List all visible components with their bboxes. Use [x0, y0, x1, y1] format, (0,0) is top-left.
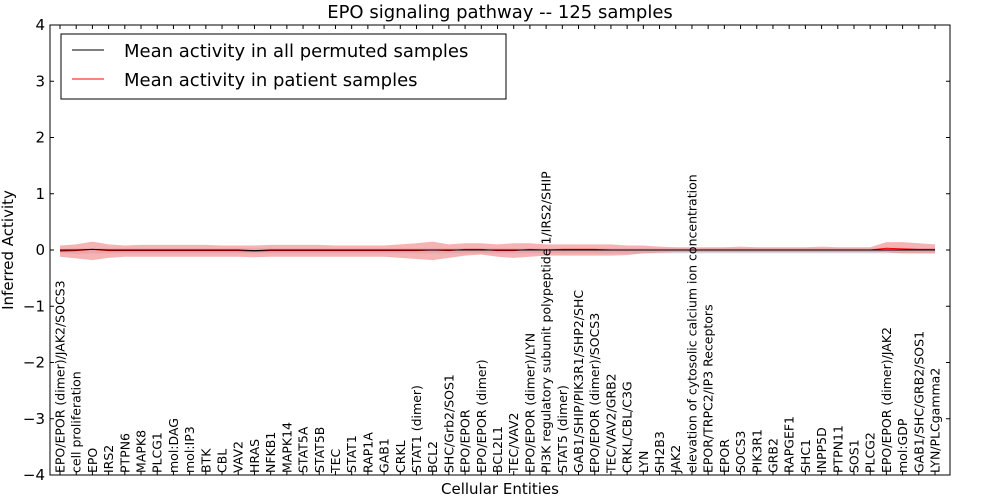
- x-tick-label: GAB1/SHC/GRB2/SOS1: [911, 331, 926, 473]
- y-axis: 4 3 2 1 0 −1 −2 −3 −4: [23, 16, 950, 484]
- x-tick-label: GRB2: [766, 438, 781, 473]
- x-tick-label: EPO/EPOR: [458, 409, 473, 473]
- x-tick-label: SH2B3: [652, 431, 667, 473]
- x-tick-label: cell proliferation: [69, 371, 84, 473]
- x-tick-label: MAPK8: [134, 430, 149, 473]
- x-tick-label: STAT5 (dimer): [555, 385, 570, 473]
- x-tick-label: mol:GDP: [895, 418, 910, 473]
- x-tick-label: CRKL: [393, 440, 408, 473]
- x-tick-label: RAP1A: [360, 432, 375, 473]
- x-tick-label: GAB1/SHIP/PIK3R1/SHP2/SHC: [571, 290, 586, 473]
- x-tick-label: EPOR/TRPC2/IP3 Receptors: [701, 304, 716, 473]
- x-tick-label: HRAS: [247, 439, 262, 473]
- y-tick-label: −1: [23, 297, 45, 315]
- x-tick-label: EPO: [85, 448, 100, 473]
- y-tick-label: 1: [35, 185, 45, 203]
- x-tick-label: SHC1: [798, 439, 813, 473]
- x-tick-label: BCL2: [425, 441, 440, 473]
- x-tick-label: STAT1: [344, 435, 359, 473]
- x-tick-label: NFKB1: [263, 432, 278, 473]
- x-tick-label: EPO/EPOR (dimer)/SOCS3: [587, 313, 602, 473]
- x-tick-label: TEC/VAV2/GRB2: [603, 373, 618, 474]
- x-tick-label: SOCS3: [733, 431, 748, 473]
- x-tick-label: PTPN11: [830, 425, 845, 473]
- x-tick-label: LYN/PLCgamma2: [928, 368, 943, 473]
- chart-title: EPO signaling pathway -- 125 samples: [327, 2, 673, 23]
- x-tick-label: BTK: [198, 448, 213, 473]
- y-tick-label: 4: [35, 16, 45, 34]
- x-axis: EPO/EPOR (dimer)/JAK2/SOCS3 cell prolifer…: [53, 25, 943, 475]
- x-tick-label: STAT1 (dimer): [409, 385, 424, 473]
- legend: Mean activity in all permuted samples Me…: [60, 33, 507, 100]
- x-tick-label: SHC/Grb2/SOS1: [441, 374, 456, 473]
- x-tick-label: RAPGEF1: [782, 416, 797, 473]
- x-tick-label: PLCG1: [150, 432, 165, 473]
- x-tick-label: CRKL/CBL/C3G: [620, 381, 635, 473]
- x-tick-label: EPO/EPOR (dimer)/JAK2: [879, 327, 894, 473]
- x-axis-label: Cellular Entities: [441, 480, 559, 498]
- x-tick-label: GAB1: [377, 438, 392, 473]
- y-tick-label: 2: [35, 129, 45, 147]
- x-tick-label: TEC: [328, 448, 343, 474]
- x-tick-label: EPO/EPOR (dimer): [474, 359, 489, 473]
- x-tick-label: PIK3R1: [749, 429, 764, 473]
- x-tick-label: EPO/EPOR (dimer)/LYN: [522, 333, 537, 473]
- legend-box: [60, 33, 507, 100]
- x-tick-label: JAK2: [668, 445, 683, 474]
- y-tick-label: 0: [35, 241, 45, 259]
- x-tick-label: IRS2: [101, 445, 116, 473]
- y-tick-label: −4: [23, 466, 45, 484]
- x-tick-label: TEC/VAV2: [506, 413, 521, 474]
- x-tick-label: EPOR: [717, 439, 732, 473]
- x-tick-label: PLCG2: [863, 432, 878, 473]
- y-tick-label: 3: [35, 72, 45, 90]
- series-lines: [59, 247, 935, 252]
- x-tick-label: STAT5A: [296, 426, 311, 473]
- line-permuted: [60, 248, 935, 252]
- x-tick-label: CBL: [215, 449, 230, 473]
- x-tick-label: EPO/EPOR (dimer)/JAK2/SOCS3: [53, 280, 68, 473]
- x-tick-label: VAV2: [231, 441, 246, 473]
- x-tick-label: mol:DAG: [166, 418, 181, 473]
- y-tick-label: −2: [23, 354, 45, 372]
- x-tick-label: MAPK14: [279, 422, 294, 473]
- x-tick-label: STAT5B: [312, 427, 327, 473]
- x-tick-label: INPP5D: [814, 427, 829, 473]
- x-tick-label: SOS1: [847, 439, 862, 473]
- x-tick-label: LYN: [636, 451, 651, 473]
- x-tick-label: elevation of cytosolic calcium ion conce…: [684, 174, 699, 473]
- legend-label-permuted: Mean activity in all permuted samples: [124, 41, 468, 62]
- y-axis-label: Inferred Activity: [0, 190, 17, 310]
- legend-label-patient: Mean activity in patient samples: [124, 70, 418, 91]
- y-tick-label: −3: [23, 410, 45, 428]
- x-tick-label: mol:IP3: [182, 426, 197, 473]
- x-tick-label: BCL2L1: [490, 426, 505, 473]
- x-tick-label: PI3K regulatory subunit polypeptide 1/IR…: [539, 171, 554, 473]
- x-tick-label: PTPN6: [117, 433, 132, 473]
